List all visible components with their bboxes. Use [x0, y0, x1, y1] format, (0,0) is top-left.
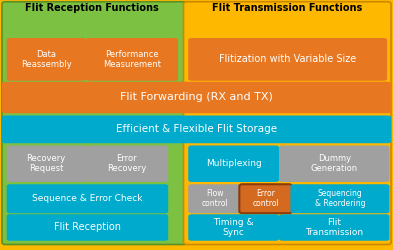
Text: Timing &
Sync: Timing & Sync: [213, 218, 254, 237]
FancyBboxPatch shape: [2, 82, 391, 113]
FancyBboxPatch shape: [7, 214, 168, 241]
FancyBboxPatch shape: [188, 38, 387, 81]
Text: Sequence & Error Check: Sequence & Error Check: [32, 194, 143, 203]
Text: Dummy
Generation: Dummy Generation: [311, 154, 358, 174]
Text: Efficient & Flexible Flit Storage: Efficient & Flexible Flit Storage: [116, 124, 277, 134]
FancyBboxPatch shape: [2, 116, 391, 143]
FancyBboxPatch shape: [85, 146, 168, 182]
FancyBboxPatch shape: [2, 2, 187, 244]
FancyBboxPatch shape: [184, 2, 391, 244]
FancyBboxPatch shape: [188, 214, 279, 241]
Text: Performance
Measurement: Performance Measurement: [103, 50, 161, 69]
Text: Error
control: Error control: [252, 189, 279, 208]
FancyBboxPatch shape: [239, 184, 292, 213]
FancyBboxPatch shape: [188, 184, 241, 213]
Text: Flit Reception Functions: Flit Reception Functions: [26, 3, 159, 13]
Text: Sequencing
& Reordering: Sequencing & Reordering: [315, 189, 365, 208]
Text: Flit Forwarding (RX and TX): Flit Forwarding (RX and TX): [120, 92, 273, 102]
Text: Data
Reassembly: Data Reassembly: [21, 50, 72, 69]
FancyBboxPatch shape: [188, 146, 279, 182]
FancyBboxPatch shape: [290, 184, 389, 213]
Text: Flit Transmission Functions: Flit Transmission Functions: [212, 3, 362, 13]
FancyBboxPatch shape: [279, 214, 389, 241]
FancyBboxPatch shape: [7, 146, 86, 182]
Text: Flitization with Variable Size: Flitization with Variable Size: [219, 54, 356, 64]
FancyBboxPatch shape: [85, 38, 178, 81]
Text: Error
Recovery: Error Recovery: [107, 154, 146, 174]
Text: Flit Reception: Flit Reception: [54, 222, 121, 232]
Text: Flit
Transmission: Flit Transmission: [305, 218, 363, 237]
Text: Recovery
Request: Recovery Request: [27, 154, 66, 174]
FancyBboxPatch shape: [279, 146, 389, 182]
Text: Flow
control: Flow control: [201, 189, 228, 208]
FancyBboxPatch shape: [7, 184, 168, 213]
Text: Multiplexing: Multiplexing: [206, 159, 261, 168]
FancyBboxPatch shape: [7, 38, 86, 81]
